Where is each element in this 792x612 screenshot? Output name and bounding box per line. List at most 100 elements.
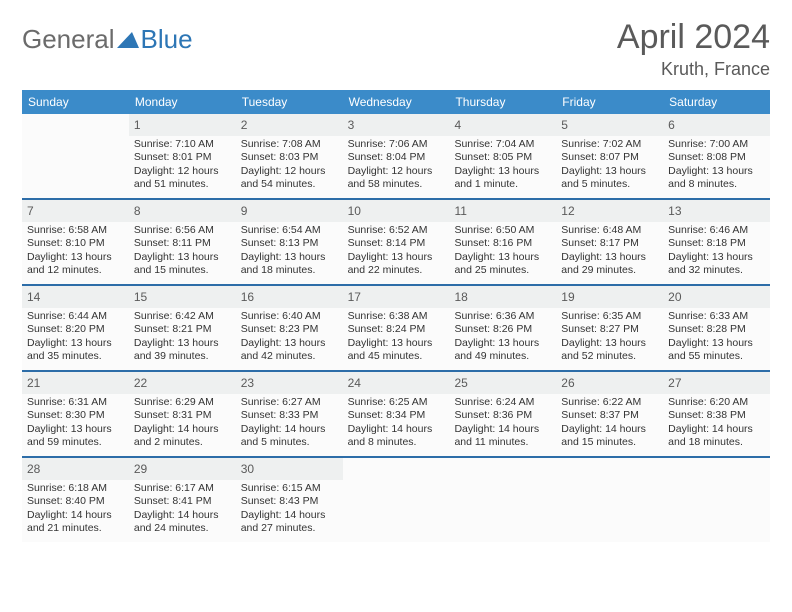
day-cell: 13 Sunrise: 6:46 AMSunset: 8:18 PMDayligh…	[663, 200, 770, 284]
day-details: Sunrise: 6:33 AMSunset: 8:28 PMDaylight:…	[668, 310, 765, 364]
day-number-bar: 30	[236, 458, 343, 480]
day-cell: 23Sunrise: 6:27 AMSunset: 8:33 PMDayligh…	[236, 372, 343, 456]
day-cell: 22Sunrise: 6:29 AMSunset: 8:31 PMDayligh…	[129, 372, 236, 456]
detail-line: Daylight: 13 hours	[561, 165, 658, 178]
detail-line: and 12 minutes.	[27, 264, 124, 277]
day-number-bar: 28	[22, 458, 129, 480]
detail-line: Sunset: 8:05 PM	[454, 151, 551, 164]
detail-line: Daylight: 12 hours	[241, 165, 338, 178]
detail-line: Sunset: 8:08 PM	[668, 151, 765, 164]
day-number: 21	[27, 376, 40, 390]
empty-cell	[22, 114, 129, 198]
detail-line: Daylight: 13 hours	[27, 337, 124, 350]
detail-line: Daylight: 13 hours	[241, 337, 338, 350]
day-number-bar: 21	[22, 372, 129, 394]
day-details: Sunrise: 6:54 AMSunset: 8:13 PMDaylight:…	[241, 224, 338, 278]
day-cell: 10Sunrise: 6:52 AMSunset: 8:14 PMDayligh…	[343, 200, 450, 284]
detail-line: Sunrise: 6:33 AM	[668, 310, 765, 323]
day-details: Sunrise: 6:29 AMSunset: 8:31 PMDaylight:…	[134, 396, 231, 450]
detail-line: Sunrise: 6:46 AM	[668, 224, 765, 237]
detail-line: Sunset: 8:34 PM	[348, 409, 445, 422]
day-number: 4	[454, 118, 461, 132]
day-number: 18	[454, 290, 467, 304]
detail-line: Daylight: 13 hours	[241, 251, 338, 264]
detail-line: Sunrise: 6:31 AM	[27, 396, 124, 409]
detail-line: Sunset: 8:18 PM	[668, 237, 765, 250]
day-headers-row: SundayMondayTuesdayWednesdayThursdayFrid…	[22, 90, 770, 114]
detail-line: Sunrise: 7:08 AM	[241, 138, 338, 151]
detail-line: and 32 minutes.	[668, 264, 765, 277]
logo: General Blue	[22, 18, 193, 55]
detail-line: and 27 minutes.	[241, 522, 338, 535]
day-number-bar: 16	[236, 286, 343, 308]
logo-triangle-icon	[117, 24, 139, 55]
day-number-bar: 9	[236, 200, 343, 222]
detail-line: Daylight: 13 hours	[27, 423, 124, 436]
detail-line: Sunset: 8:17 PM	[561, 237, 658, 250]
week-row: 28 Sunrise: 6:18 AMSunset: 8:40 PM Dayligh…	[22, 458, 770, 542]
day-number-bar: 17	[343, 286, 450, 308]
detail-line: Sunrise: 6:22 AM	[561, 396, 658, 409]
detail-line: Sunset: 8:37 PM	[561, 409, 658, 422]
detail-line: and 39 minutes.	[134, 350, 231, 363]
day-number: 17	[348, 290, 361, 304]
detail-line: Sunrise: 7:10 AM	[134, 138, 231, 151]
detail-line: Daylight: 13 hours	[348, 251, 445, 264]
day-details: Sunrise: 6:20 AMSunset: 8:38 PMDaylight:…	[668, 396, 765, 450]
day-number: 13	[668, 204, 681, 218]
detail-line: and 51 minutes.	[134, 178, 231, 191]
detail-line: Daylight: 12 hours	[134, 165, 231, 178]
day-details: Sunrise: 7:06 AMSunset: 8:04 PMDaylight:…	[348, 138, 445, 192]
title-block: April 2024 Kruth, France	[617, 18, 770, 80]
day-details: Sunrise: 6:22 AMSunset: 8:37 PMDaylight:…	[561, 396, 658, 450]
day-cell: 20Sunrise: 6:33 AMSunset: 8:28 PMDayligh…	[663, 286, 770, 370]
detail-line: Daylight: 13 hours	[668, 251, 765, 264]
detail-line: and 8 minutes.	[348, 436, 445, 449]
detail-line: Sunset: 8:31 PM	[134, 409, 231, 422]
day-number: 8	[134, 204, 141, 218]
detail-line: and 8 minutes.	[668, 178, 765, 191]
detail-line: and 35 minutes.	[27, 350, 124, 363]
day-number: 24	[348, 376, 361, 390]
day-details: Sunrise: 6:35 AMSunset: 8:27 PMDaylight:…	[561, 310, 658, 364]
detail-line: and 5 minutes.	[561, 178, 658, 191]
day-cell: 12Sunrise: 6:48 AMSunset: 8:17 PMDayligh…	[556, 200, 663, 284]
day-number: 30	[241, 462, 254, 476]
day-number-bar: 18	[449, 286, 556, 308]
detail-line: Sunset: 8:40 PM	[27, 495, 124, 508]
detail-line: Sunrise: 6:50 AM	[454, 224, 551, 237]
detail-line: Sunset: 8:03 PM	[241, 151, 338, 164]
day-cell: 2Sunrise: 7:08 AMSunset: 8:03 PMDaylight…	[236, 114, 343, 198]
day-cell: 24Sunrise: 6:25 AMSunset: 8:34 PMDayligh…	[343, 372, 450, 456]
day-cell: 15Sunrise: 6:42 AMSunset: 8:21 PMDayligh…	[129, 286, 236, 370]
day-number: 23	[241, 376, 254, 390]
detail-line: and 21 minutes.	[27, 522, 124, 535]
detail-line: Sunrise: 6:15 AM	[241, 482, 338, 495]
detail-line: Daylight: 14 hours	[668, 423, 765, 436]
detail-line: Sunset: 8:23 PM	[241, 323, 338, 336]
day-number-bar: 26	[556, 372, 663, 394]
day-number: 26	[561, 376, 574, 390]
day-cell: 3Sunrise: 7:06 AMSunset: 8:04 PMDaylight…	[343, 114, 450, 198]
empty-cell	[343, 458, 450, 542]
empty-cell	[663, 458, 770, 542]
detail-line: and 15 minutes.	[561, 436, 658, 449]
detail-line: Daylight: 13 hours	[454, 165, 551, 178]
empty-cell	[556, 458, 663, 542]
detail-line: and 15 minutes.	[134, 264, 231, 277]
day-number-bar: 25	[449, 372, 556, 394]
detail-line: and 22 minutes.	[348, 264, 445, 277]
detail-line: and 55 minutes.	[668, 350, 765, 363]
day-number: 28	[27, 462, 40, 476]
detail-line: Sunrise: 6:38 AM	[348, 310, 445, 323]
detail-line: Sunrise: 6:18 AM	[27, 482, 124, 495]
day-number: 16	[241, 290, 254, 304]
day-cell: 28Sunrise: 6:18 AMSunset: 8:40 PMDayligh…	[22, 458, 129, 542]
day-number: 1	[134, 118, 141, 132]
day-header: Saturday	[663, 90, 770, 114]
day-number-bar: 4	[449, 114, 556, 136]
day-cell: 29Sunrise: 6:17 AMSunset: 8:41 PMDayligh…	[129, 458, 236, 542]
detail-line: Sunrise: 6:27 AM	[241, 396, 338, 409]
day-number-bar: 14	[22, 286, 129, 308]
detail-line: Daylight: 14 hours	[241, 509, 338, 522]
